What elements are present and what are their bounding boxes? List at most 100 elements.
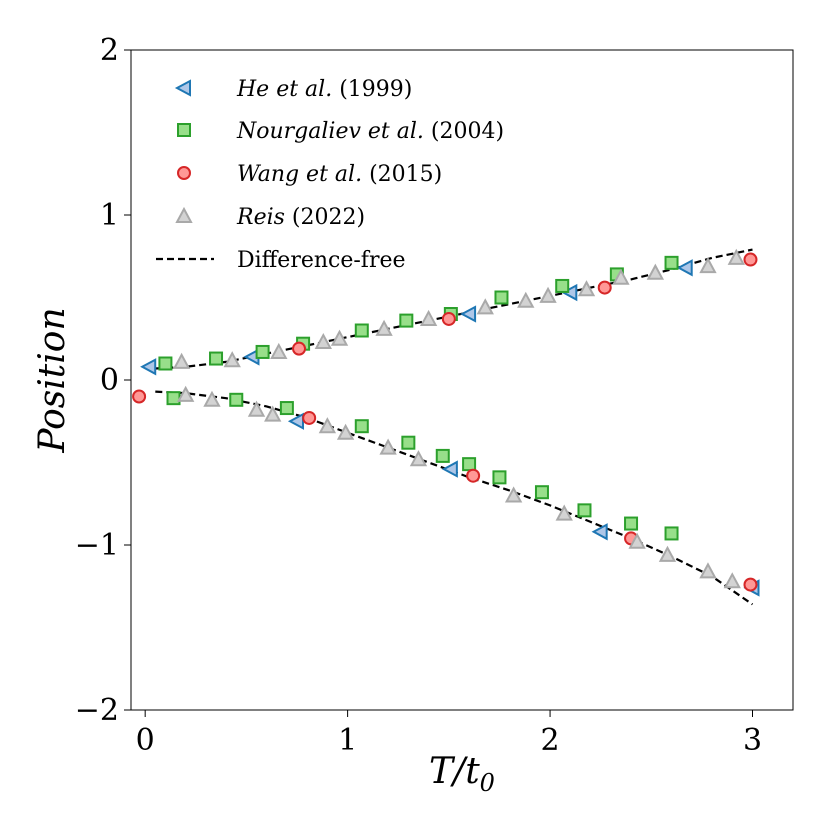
wang-et-al-lower-point: [466, 468, 481, 483]
nourgaliev-et-al-lower-point: [401, 435, 416, 450]
x-axis-label-sub: 0: [480, 769, 495, 797]
x-tick-label: 2: [541, 723, 560, 758]
reis-upper-point: [172, 352, 191, 369]
nourgaliev-et-al-lower-point: [624, 516, 639, 531]
nourgaliev-et-al-lower-point: [664, 526, 679, 541]
legend-label-nourgaliev-et-al: Nourgaliev et al. (2004): [236, 119, 504, 144]
legend-label-text: (2015): [369, 162, 442, 187]
he-et-al-upper-point: [561, 283, 578, 302]
legend-marker-he-et-al: [174, 79, 191, 97]
legend-label-he-et-al: He et al. (1999): [236, 77, 412, 102]
legend-marker-reis: [175, 206, 193, 223]
nourgaliev-et-al-lower-point: [534, 485, 549, 500]
he-et-al-upper-point: [459, 305, 477, 323]
axis-ticks: 0 1 2 3 −2 −1 0 1 2: [75, 33, 762, 758]
y-tick-label: 2: [100, 33, 119, 68]
legend-label-text: Difference-free: [237, 248, 406, 273]
x-tick-label: 1: [338, 723, 357, 758]
nourgaliev-et-al-upper-point: [399, 313, 414, 328]
y-tick-label: 1: [100, 198, 119, 233]
nourgaliev-et-al-lower-point: [354, 419, 369, 434]
reis-upper-point: [699, 257, 717, 274]
wang-et-al-lower-point: [302, 410, 317, 425]
x-tick-label: 3: [743, 723, 762, 758]
reis-upper-point: [517, 291, 535, 308]
he-et-al-lower-point: [591, 523, 608, 541]
y-tick-label: −2: [75, 693, 119, 728]
nourgaliev-et-al-upper-point: [555, 278, 570, 293]
reis-lower-point: [409, 450, 428, 467]
x-tick-label: 0: [136, 723, 155, 758]
legend-label-wang-et-al: Wang et al. (2015): [237, 162, 442, 187]
wang-et-al-upper-point: [743, 252, 758, 267]
nourgaliev-et-al-upper-point: [494, 290, 509, 305]
wang-et-al-upper-point: [292, 341, 307, 356]
reis-upper-point: [314, 332, 332, 350]
legend-marker-wang-et-al: [177, 166, 191, 180]
wang-et-al-lower-point: [743, 577, 758, 592]
reis-upper-point: [419, 309, 438, 326]
nourgaliev-et-al-upper-point: [158, 356, 173, 371]
legend-label-italic: Wang et al.: [237, 162, 369, 187]
reis-lower-point: [336, 423, 355, 440]
nourgaliev-et-al-lower-point: [492, 470, 507, 485]
reis-lower-point: [247, 400, 266, 417]
nourgaliev-et-al-lower-point: [166, 391, 181, 406]
reis-lower-point: [379, 438, 397, 455]
legend-label-text: (2022): [292, 205, 365, 230]
wang-et-al-lower-point: [132, 389, 147, 404]
he-et-al-upper-point: [676, 259, 693, 277]
reis-upper-point: [223, 351, 241, 368]
legend-label-text: (1999): [339, 77, 412, 102]
difference-free-lower-line: [155, 390, 754, 606]
reis-upper-point: [727, 248, 745, 265]
y-tick-label: 0: [100, 363, 119, 398]
plot-marks: [132, 248, 760, 606]
reis-lower-point: [699, 562, 717, 579]
reis-upper-point: [270, 342, 288, 359]
x-axis-label: T/t0: [429, 751, 495, 797]
reis-lower-point: [555, 504, 573, 521]
wang-et-al-upper-point: [597, 280, 612, 295]
he-et-al-lower-point: [441, 460, 458, 478]
legend-label-reis: Reis (2022): [236, 205, 365, 230]
reis-lower-point: [203, 390, 221, 407]
legend-marker-nourgaliev-et-al: [177, 123, 191, 137]
reis-upper-point: [539, 286, 557, 303]
reis-lower-point: [723, 572, 741, 589]
nourgaliev-et-al-upper-point: [209, 351, 224, 366]
x-axis-label-main: T/t: [429, 751, 480, 792]
nourgaliev-et-al-upper-point: [255, 344, 270, 359]
reis-lower-point: [628, 532, 646, 549]
y-axis-label: Position: [32, 307, 73, 453]
legend-label-italic: Reis: [236, 205, 292, 230]
nourgaliev-et-al-lower-point: [229, 392, 244, 407]
legend: He et al. (1999) Nourgaliev et al. (2004)…: [156, 77, 504, 273]
reis-lower-point: [658, 545, 677, 562]
nourgaliev-et-al-lower-point: [577, 503, 592, 518]
reis-upper-point: [646, 263, 665, 280]
reis-upper-point: [476, 298, 494, 315]
reis-lower-point: [264, 405, 282, 422]
reis-lower-point: [504, 486, 523, 503]
nourgaliev-et-al-lower-point: [435, 448, 450, 463]
reis-upper-point: [612, 268, 630, 285]
nourgaliev-et-al-lower-point: [279, 401, 294, 416]
legend-label-difference-free: Difference-free: [237, 248, 406, 273]
reis-upper-point: [330, 329, 349, 346]
reis-upper-point: [577, 280, 596, 297]
reis-lower-point: [318, 417, 337, 434]
reis-upper-point: [375, 319, 393, 336]
reis-lower-point: [176, 385, 195, 402]
nourgaliev-et-al-upper-point: [354, 323, 369, 338]
he-et-al-upper-point: [140, 358, 157, 376]
legend-label-italic: Nourgaliev et al.: [236, 119, 431, 144]
nourgaliev-et-al-upper-point: [664, 255, 679, 270]
y-tick-label: −1: [75, 528, 119, 563]
nourgaliev-et-al-lower-point: [462, 457, 477, 472]
legend-label-italic: He et al.: [236, 77, 339, 102]
legend-label-text: (2004): [431, 119, 504, 144]
wang-et-al-upper-point: [441, 311, 456, 326]
